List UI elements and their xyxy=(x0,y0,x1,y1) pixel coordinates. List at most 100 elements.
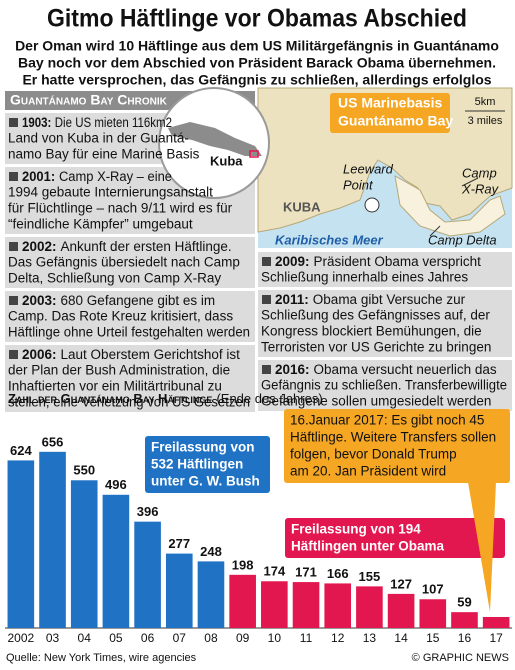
entry-year: 2001: xyxy=(22,169,55,184)
entry-line: der Plan der Bush Administration, die xyxy=(8,363,230,378)
entry-line: 1903: Die US mieten 116km2 xyxy=(22,115,172,130)
subtitle: Bay noch vor dem Abschied von Präsident … xyxy=(18,55,496,71)
entry-text: Die US mieten 116km2 xyxy=(55,115,172,130)
entry-line: Gefängnis zu schließen. Transferbewillig… xyxy=(261,378,507,393)
x-tick-label: 07 xyxy=(173,631,187,645)
value-label: 155 xyxy=(359,569,381,584)
entry-line: Schließung des Gefängnisses auf, der xyxy=(261,308,490,323)
entry-line: für Flüchtlinge – nach 9/11 wird es für xyxy=(8,201,233,216)
bar xyxy=(7,460,35,628)
bar xyxy=(39,451,66,628)
entry-background xyxy=(258,252,512,287)
callout-pointer xyxy=(468,482,496,612)
entry-year: 2006: xyxy=(22,347,57,362)
entry-marker xyxy=(262,295,271,304)
base-area xyxy=(394,175,506,237)
entry-year: 2011: xyxy=(275,292,309,307)
x-tick-label: 2002 xyxy=(7,631,34,645)
annotation-box xyxy=(145,436,270,493)
entry-line: Kongress blockiert Bemühungen, die xyxy=(261,324,482,339)
chart-subtitle: (Ende des Jahres) xyxy=(216,391,322,406)
annotation-text: folgen, bevor Donald Trump xyxy=(290,447,457,462)
entry-marker xyxy=(9,296,18,305)
inset-marker xyxy=(249,150,259,158)
entry-text: Ankunft der ersten Häftlinge. xyxy=(61,239,232,254)
inset-map: Kuba xyxy=(158,87,270,199)
bar xyxy=(229,574,256,628)
annotation-box xyxy=(285,518,505,558)
bar xyxy=(387,593,415,628)
entry-line: 2003: 680 Gefangene gibt es im xyxy=(22,293,215,308)
entry-line: Häftlinge ohne Urteil festgehalten werde… xyxy=(8,325,250,340)
entry-marker xyxy=(262,365,271,374)
entry-text: Präsident Obama verspricht xyxy=(314,254,482,269)
entry-line: 1994 gebaute Internierungsanstalt xyxy=(8,185,213,200)
value-label: 656 xyxy=(42,434,64,449)
scale-label: 3 miles xyxy=(468,115,503,127)
chart-heading: Zahl der Guantánamo Bay Häftlinge (Ende d… xyxy=(8,391,323,406)
value-label: 166 xyxy=(327,566,349,581)
annotation-text: unter G. W. Bush xyxy=(151,474,260,489)
chart: 2002 624 03 656 04 550 05 496 06 396 07 277 08 248 09 1… xyxy=(5,409,512,645)
entry-line: stellen, eine Verletzung von US Gesetzen xyxy=(8,395,250,410)
entry-line: Land von Kuba in der Guantá- xyxy=(8,131,189,146)
bar xyxy=(482,616,510,628)
x-tick-label: 17 xyxy=(489,631,503,645)
map-label: Leeward xyxy=(343,161,394,176)
entry-text: Obama gibt Versuche zur xyxy=(313,292,466,307)
entry-marker xyxy=(9,172,18,181)
x-tick-label: 10 xyxy=(268,631,282,645)
entry-year: 2003: xyxy=(22,293,57,308)
map-label: Point xyxy=(343,177,374,192)
value-label: 248 xyxy=(200,544,222,559)
annotation-text: Freilassung von 194 xyxy=(291,522,421,537)
annotation-text: 532 Häftlingen xyxy=(151,457,243,472)
entry-background xyxy=(5,237,255,288)
value-label: 624 xyxy=(10,443,32,458)
entry-year: 1903: xyxy=(22,115,51,130)
entry-backgrounds xyxy=(5,113,512,412)
annotation-text: am 20. Jan Präsident wird xyxy=(290,464,446,479)
chronicle-title: Guantánamo Bay Chronik xyxy=(10,92,168,108)
value-label: 107 xyxy=(422,582,444,597)
airport-icon xyxy=(364,197,380,213)
inset-label: Kuba xyxy=(210,153,243,168)
annotation-text: 16.Januar 2017: Es gibt noch 45 xyxy=(290,413,484,428)
annotation-text: Häftlinge. Weitere Transfers sollen xyxy=(290,430,496,445)
value-label: 198 xyxy=(232,557,254,572)
base-box xyxy=(330,93,450,133)
annotation-box xyxy=(284,409,510,483)
entry-marker xyxy=(9,242,18,251)
source: Quelle: New York Times, wire agencies xyxy=(6,652,197,664)
entry-year: 2002: xyxy=(22,239,57,254)
value-label: 171 xyxy=(295,565,317,580)
entry-line: Delta, Schließung von Camp X-Ray xyxy=(8,271,221,286)
bar xyxy=(356,586,383,628)
entry-line: Terroristen vor US Gerichte zu bringen xyxy=(261,340,491,355)
scale-label: 5km xyxy=(475,96,496,108)
entry-line: 2009: Präsident Obama verspricht xyxy=(275,254,481,269)
bar xyxy=(419,599,447,628)
x-tick-label: 03 xyxy=(46,631,60,645)
bar xyxy=(197,561,225,628)
x-tick-label: 06 xyxy=(141,631,155,645)
entry-year: 2016: xyxy=(275,362,310,377)
x-tick-label: 04 xyxy=(78,631,92,645)
entry-line: Camp. Das Rote Kreuz kritisiert, dass xyxy=(8,309,233,324)
title: Gitmo Häftlinge vor Obamas Abschied xyxy=(47,5,467,33)
bar xyxy=(70,480,98,628)
bar xyxy=(134,521,161,628)
cuba-shape xyxy=(168,122,262,156)
annotation-text: Freilassung von xyxy=(151,440,255,455)
entry-year: 2009: xyxy=(275,254,310,269)
credit: © GRAPHIC NEWS xyxy=(412,652,509,664)
map: US Marinebasis Guantánamo Bay 5km 3 mile… xyxy=(257,87,513,248)
entry-background xyxy=(258,360,512,411)
bar xyxy=(102,494,130,628)
map-label: US Marinebasis xyxy=(338,95,442,111)
entry-text: 680 Gefangene gibt es im xyxy=(61,293,216,308)
map-label: Camp xyxy=(462,165,497,180)
x-tick-label: 15 xyxy=(426,631,440,645)
